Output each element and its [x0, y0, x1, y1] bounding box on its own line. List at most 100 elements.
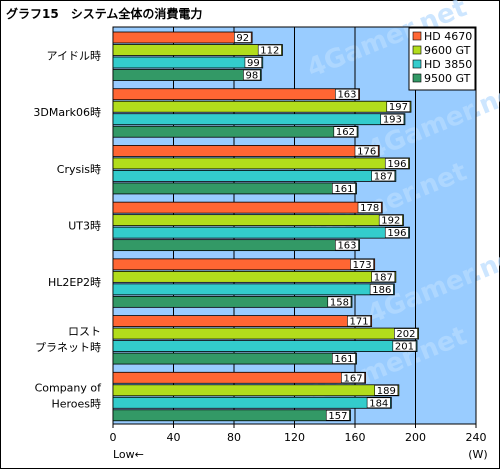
- value-label-box: [327, 296, 352, 308]
- value-label-box: [371, 170, 396, 182]
- bar-9500-gt: [112, 409, 351, 422]
- value-label: 162: [336, 127, 355, 138]
- category-label: UT3時: [68, 220, 101, 233]
- value-label: 171: [350, 317, 369, 328]
- value-label-box: [234, 32, 252, 43]
- bar-hd-4670: [112, 201, 383, 214]
- category-label: Company of: [35, 382, 103, 395]
- legend-label: 9600 GT: [424, 44, 471, 57]
- bar-9500-gt: [112, 295, 353, 308]
- value-label: 201: [395, 342, 414, 353]
- bar-9500-gt: [112, 182, 357, 195]
- value-label-box: [371, 271, 396, 283]
- bar-9500-gt: [112, 352, 357, 365]
- low-label: Low←: [113, 448, 144, 461]
- value-label: 187: [374, 171, 393, 182]
- value-label-box: [357, 202, 382, 213]
- value-label-box: [244, 57, 263, 68]
- value-label: 157: [328, 411, 347, 422]
- x-tick-label: 40: [167, 431, 181, 444]
- value-label-box: [341, 372, 365, 384]
- legend-swatch: [412, 59, 422, 69]
- bar-9500-gt: [112, 69, 262, 81]
- category-label: ロスト: [68, 325, 101, 338]
- value-label: 161: [334, 354, 353, 365]
- bar-hd-4670: [112, 31, 253, 44]
- value-label: 173: [353, 260, 372, 271]
- value-label: 202: [396, 329, 415, 340]
- bar-hd-3850: [112, 340, 418, 352]
- bar-9600-gt: [112, 100, 412, 113]
- value-label-box: [384, 158, 409, 169]
- x-tick-label: 0: [110, 431, 117, 444]
- bar-9600-gt: [112, 270, 397, 283]
- value-label: 189: [377, 386, 396, 397]
- category-label: Heroes時: [51, 398, 101, 411]
- value-label: 163: [337, 90, 356, 101]
- value-label-box: [366, 397, 391, 409]
- value-label: 99: [247, 58, 260, 69]
- value-label: 196: [387, 159, 406, 170]
- value-label: 184: [369, 398, 388, 409]
- value-label-box: [378, 214, 403, 226]
- value-label-box: [392, 340, 417, 352]
- value-label: 192: [381, 216, 400, 227]
- value-label-box: [386, 101, 411, 113]
- value-label-box: [380, 113, 405, 125]
- value-label-box: [335, 88, 359, 100]
- value-label-box: [369, 284, 394, 295]
- legend-swatch: [412, 45, 422, 55]
- value-label: 112: [260, 46, 279, 57]
- value-label: 186: [372, 285, 391, 296]
- x-tick-label: 160: [345, 431, 366, 444]
- bar-9600-gt: [112, 157, 410, 170]
- bar-hd-4670: [112, 315, 373, 327]
- legend-label: HD 4670: [424, 30, 472, 43]
- value-label-box: [332, 183, 356, 194]
- x-tick-label: 200: [405, 431, 426, 444]
- value-label: 187: [374, 272, 393, 283]
- value-label: 163: [337, 241, 356, 252]
- value-label: 161: [334, 184, 353, 195]
- value-label: 178: [360, 203, 379, 214]
- bar-hd-3850: [112, 283, 395, 296]
- bar-hd-4670: [112, 88, 360, 101]
- bar-9600-gt: [112, 44, 283, 56]
- bar-hd-4670: [112, 371, 366, 384]
- value-label: 193: [383, 115, 402, 126]
- legend-label: 9500 GT: [424, 72, 471, 85]
- value-label: 176: [357, 146, 376, 157]
- value-label: 158: [330, 297, 349, 308]
- value-label-box: [257, 44, 282, 56]
- bar-hd-3850: [112, 113, 406, 126]
- category-label: プラネット時: [35, 341, 101, 354]
- value-label: 196: [387, 228, 406, 239]
- x-tick-label: 80: [227, 431, 241, 444]
- bar-9600-gt: [112, 384, 400, 397]
- x-tick-label: 240: [466, 431, 487, 444]
- bar-9500-gt: [112, 125, 359, 138]
- legend-label: HD 3850: [424, 58, 472, 71]
- bar-9600-gt: [112, 327, 419, 340]
- value-label-box: [350, 259, 374, 270]
- x-unit-label: (W): [468, 448, 487, 461]
- legend-swatch: [412, 73, 422, 83]
- bar-hd-3850: [112, 396, 392, 409]
- bar-hd-3850: [112, 170, 397, 182]
- bar-hd-3850: [112, 56, 264, 69]
- category-label: HL2EP2時: [48, 276, 101, 289]
- value-label-box: [333, 126, 358, 138]
- bar-9600-gt: [112, 214, 404, 227]
- value-label-box: [354, 145, 379, 157]
- value-label-box: [384, 227, 409, 238]
- x-tick-label: 120: [284, 431, 305, 444]
- legend-swatch: [412, 31, 422, 41]
- value-label: 92: [236, 33, 249, 44]
- value-label: 197: [389, 102, 408, 113]
- category-label: Crysis時: [57, 163, 101, 176]
- bar-hd-4670: [112, 258, 376, 271]
- value-label-box: [325, 409, 350, 421]
- category-label: 3DMark06時: [33, 106, 101, 119]
- value-label-box: [374, 384, 399, 396]
